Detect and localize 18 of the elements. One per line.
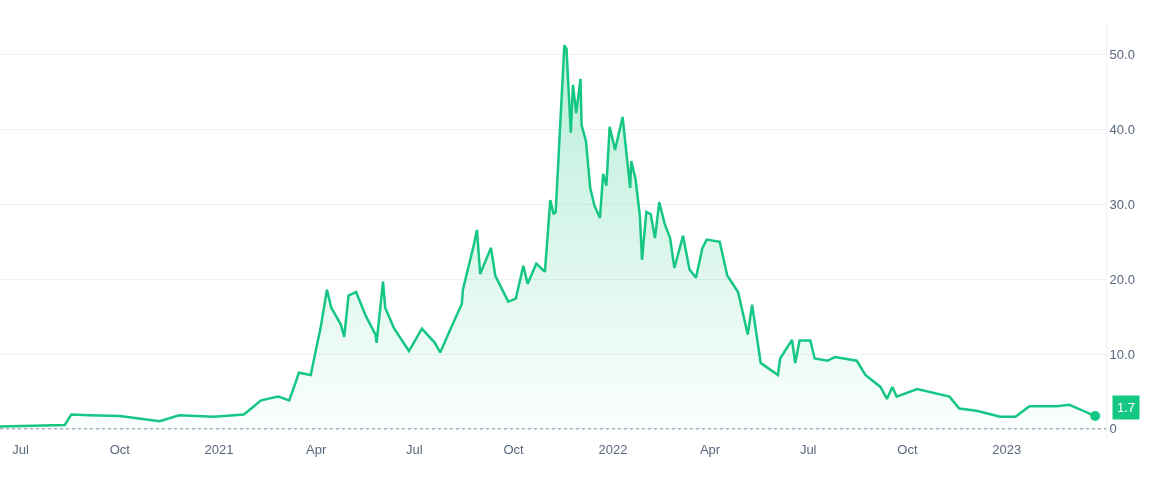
x-tick-label: 2022 (598, 442, 628, 457)
y-tick-label: 40.0 (1109, 122, 1135, 138)
y-tick-label: 50.0 (1109, 47, 1135, 63)
y-tick-label: 20.0 (1109, 271, 1135, 287)
x-tick-label: Oct (109, 442, 131, 457)
x-tick-label: 2021 (204, 442, 234, 457)
x-tick-label: Apr (699, 442, 721, 457)
x-tick-label: Oct (503, 442, 525, 457)
x-tick-label: Oct (897, 442, 918, 457)
x-tick-label: 2023 (992, 442, 1022, 457)
x-tick-label: Jul (12, 442, 29, 457)
x-tick-label: Jul (799, 442, 817, 457)
y-tick-label: 10.0 (1109, 346, 1135, 362)
x-tick-label: Jul (406, 442, 423, 457)
x-tick-label: Apr (306, 442, 327, 457)
y-tick-label: 30.0 (1109, 197, 1135, 213)
annotation: 1.7 (1117, 400, 1136, 415)
y-tick-label: 0 (1109, 421, 1117, 437)
